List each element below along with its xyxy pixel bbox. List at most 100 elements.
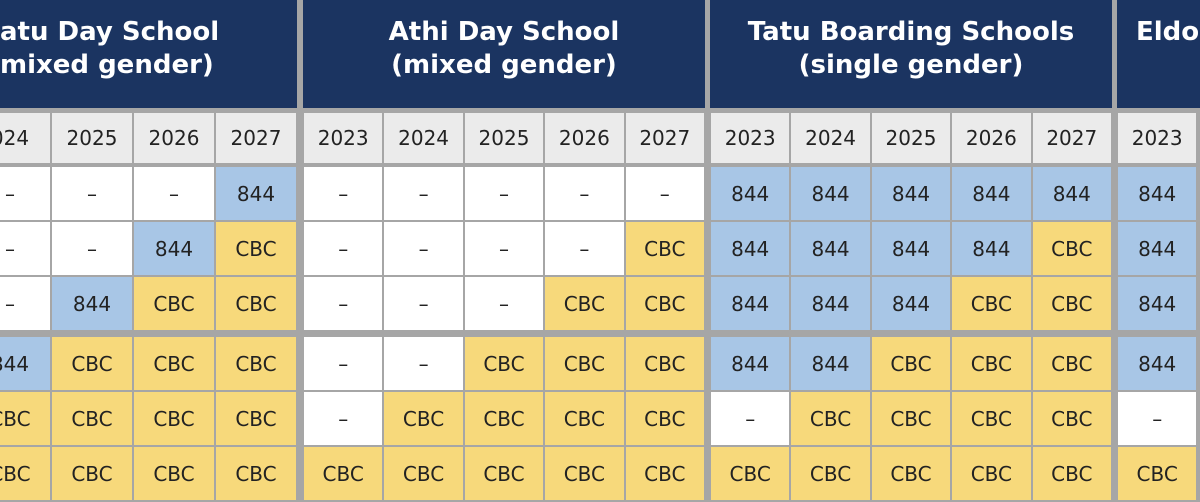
curriculum-cell: –: [464, 167, 544, 220]
curriculum-cell: 844: [0, 337, 50, 390]
group-header: [303, 0, 705, 108]
group-title: Athi Day School (mixed gender): [303, 16, 705, 82]
curriculum-cell: CBC: [216, 392, 296, 445]
curriculum-cell: CBC: [216, 337, 296, 390]
title-line: (single gender): [798, 50, 1024, 80]
curriculum-cell: –: [304, 392, 383, 445]
curriculum-cell: 844: [791, 222, 870, 275]
title-line: Athi Day School: [388, 17, 620, 47]
curriculum-cell: –: [1118, 392, 1197, 445]
year-header: 2023: [711, 113, 790, 163]
curriculum-cell: –: [384, 337, 463, 390]
curriculum-cell: CBC: [1032, 337, 1111, 390]
curriculum-cell: CBC: [464, 447, 544, 500]
year-header: 2027: [216, 113, 296, 163]
curriculum-cell: CBC: [464, 392, 544, 445]
curriculum-cell: 844: [871, 222, 951, 275]
year-header: 2026: [545, 113, 624, 163]
curriculum-cell: CBC: [545, 447, 624, 500]
group-header: [1117, 0, 1200, 108]
curriculum-cell: 844: [711, 222, 790, 275]
curriculum-cell: CBC: [952, 447, 1031, 500]
curriculum-cell: –: [625, 167, 704, 220]
title-line: atu Day School: [0, 17, 220, 47]
year-header: 024: [0, 113, 50, 163]
curriculum-cell: CBC: [384, 447, 463, 500]
curriculum-cell: CBC: [134, 337, 214, 390]
curriculum-cell: –: [0, 167, 50, 220]
curriculum-cell: CBC: [625, 392, 704, 445]
curriculum-cell: CBC: [216, 447, 296, 500]
curriculum-cell: CBC: [625, 277, 704, 330]
curriculum-cell: –: [304, 222, 383, 275]
year-header: 2026: [134, 113, 214, 163]
curriculum-cell: 844: [952, 167, 1031, 220]
curriculum-cell: CBC: [52, 337, 132, 390]
curriculum-cell: CBC: [384, 392, 463, 445]
year-header: 2025: [464, 113, 544, 163]
group-title: atu Day School mixed gender): [0, 16, 220, 82]
curriculum-cell: CBC: [791, 392, 870, 445]
curriculum-cell: –: [0, 277, 50, 330]
curriculum-cell: CBC: [871, 337, 951, 390]
curriculum-cell: CBC: [952, 392, 1031, 445]
curriculum-cell: CBC: [625, 222, 704, 275]
curriculum-cell: –: [52, 167, 132, 220]
curriculum-cell: CBC: [952, 337, 1031, 390]
curriculum-cell: 844: [1118, 167, 1197, 220]
curriculum-cell: –: [711, 392, 790, 445]
year-header: 2025: [52, 113, 132, 163]
curriculum-cell: 844: [216, 167, 296, 220]
curriculum-cell: CBC: [52, 447, 132, 500]
curriculum-cell: CBC: [952, 277, 1031, 330]
title-line: (mixed gender): [391, 50, 617, 80]
curriculum-cell: –: [0, 222, 50, 275]
curriculum-cell: CBC: [545, 277, 624, 330]
curriculum-cell: CBC: [711, 447, 790, 500]
curriculum-cell: CBC: [304, 447, 383, 500]
curriculum-cell: CBC: [545, 392, 624, 445]
curriculum-cell: 844: [1032, 167, 1111, 220]
year-header: 2025: [871, 113, 951, 163]
curriculum-cell: –: [545, 222, 624, 275]
curriculum-cell: CBC: [625, 447, 704, 500]
title-line: mixed gender): [0, 50, 214, 80]
year-header: 2023: [1118, 113, 1197, 163]
curriculum-cell: –: [134, 167, 214, 220]
curriculum-cell: CBC: [625, 337, 704, 390]
curriculum-cell: CBC: [216, 277, 296, 330]
curriculum-cell: –: [464, 277, 544, 330]
curriculum-cell: –: [304, 167, 383, 220]
curriculum-cell: –: [52, 222, 132, 275]
title-line: Tatu Boarding Schools: [747, 17, 1075, 47]
curriculum-cell: 844: [52, 277, 132, 330]
curriculum-cell: CBC: [0, 447, 50, 500]
curriculum-cell: 844: [711, 277, 790, 330]
curriculum-cell: CBC: [871, 392, 951, 445]
curriculum-cell: 844: [1118, 277, 1197, 330]
curriculum-cell: 844: [711, 167, 790, 220]
curriculum-cell: 844: [134, 222, 214, 275]
curriculum-cell: –: [545, 167, 624, 220]
curriculum-cell: 844: [871, 277, 951, 330]
curriculum-cell: CBC: [1032, 447, 1111, 500]
curriculum-cell: 844: [1118, 337, 1197, 390]
title-line: Eldo: [1136, 17, 1200, 47]
curriculum-cell: CBC: [545, 337, 624, 390]
curriculum-cell: –: [464, 222, 544, 275]
curriculum-cell: CBC: [871, 447, 951, 500]
curriculum-cell: CBC: [0, 392, 50, 445]
curriculum-cell: 844: [791, 277, 870, 330]
curriculum-cell: 844: [952, 222, 1031, 275]
year-header: 2023: [304, 113, 383, 163]
curriculum-cell: CBC: [134, 447, 214, 500]
curriculum-cell: CBC: [134, 277, 214, 330]
curriculum-cell: CBC: [1118, 447, 1197, 500]
curriculum-cell: CBC: [216, 222, 296, 275]
curriculum-cell: CBC: [791, 447, 870, 500]
group-header: [0, 0, 297, 108]
year-header: 2027: [625, 113, 704, 163]
group-title: Eldo: [1136, 16, 1200, 49]
